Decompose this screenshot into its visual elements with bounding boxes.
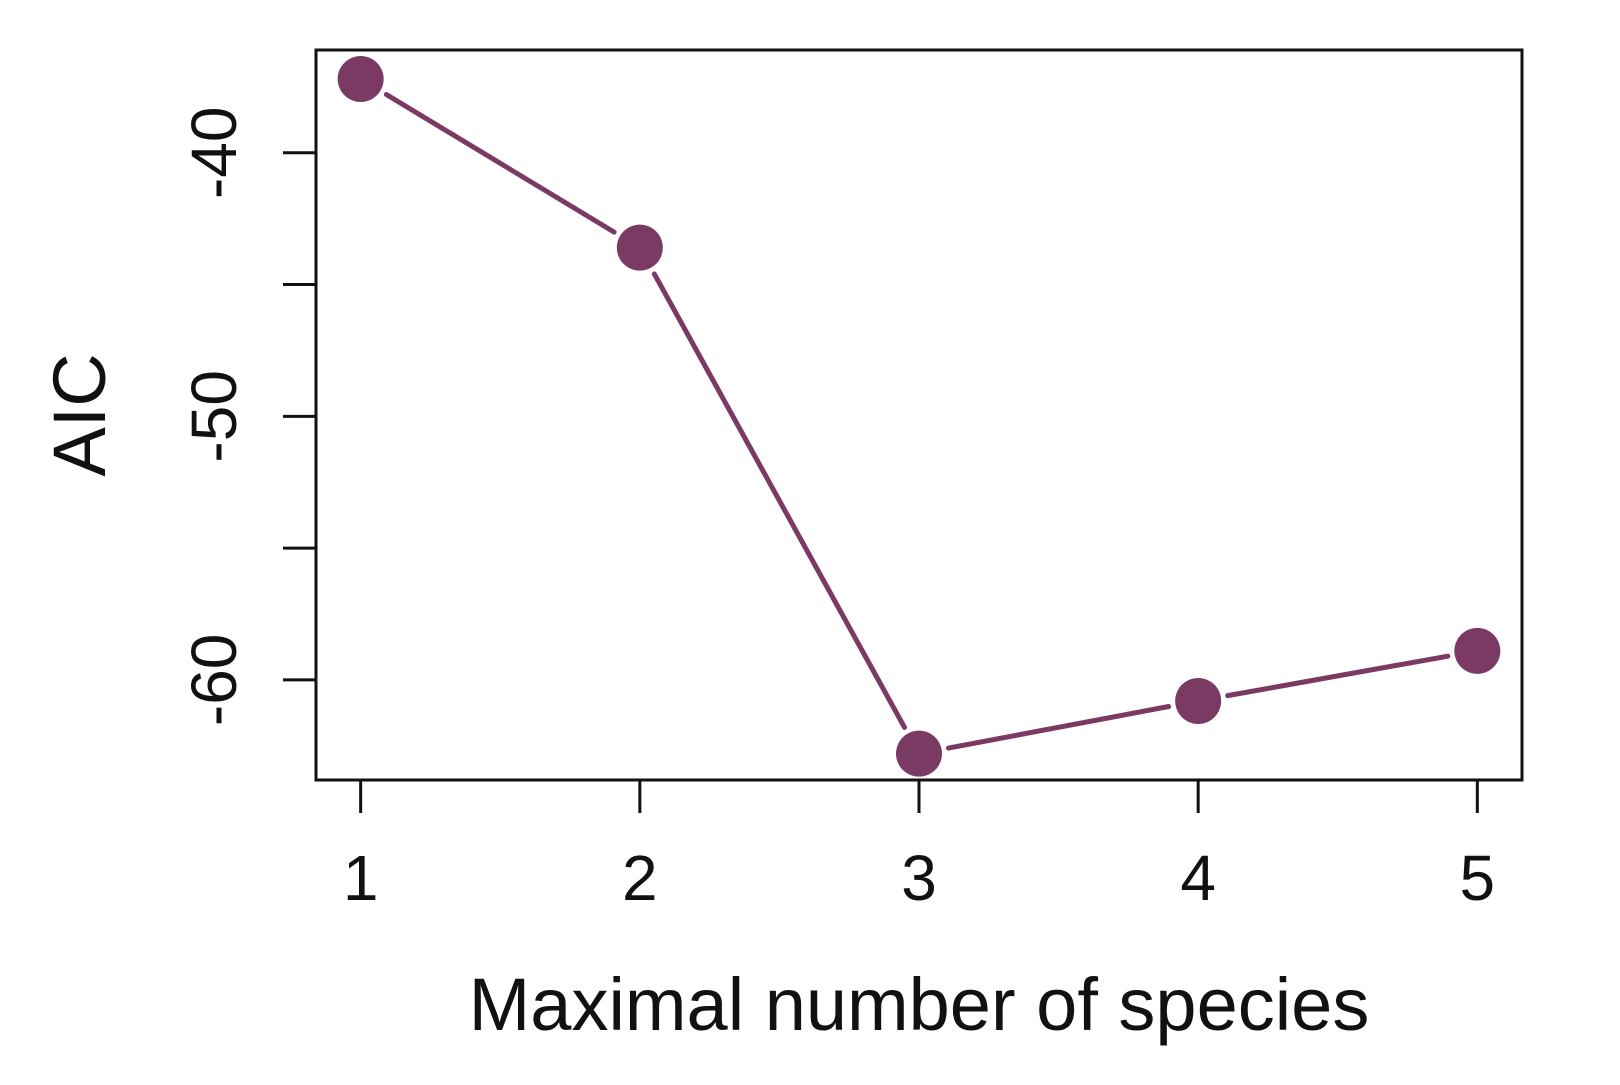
- y-tick-label: -50: [178, 370, 250, 463]
- series-layer: [337, 55, 1501, 777]
- data-point: [1175, 677, 1222, 724]
- data-point: [616, 224, 663, 271]
- x-tick-label: 4: [1180, 842, 1216, 914]
- y-tick-label: -40: [178, 107, 250, 200]
- data-point: [337, 55, 384, 102]
- data-point: [896, 730, 942, 777]
- x-axis-label: Maximal number of species: [469, 963, 1370, 1046]
- data-point: [1454, 627, 1501, 674]
- axis-layer: 1 2 3 4 5 -40 -50 -60: [178, 107, 1495, 914]
- x-tick-label: 3: [901, 842, 937, 914]
- series-segment: [383, 92, 617, 235]
- x-tick-label: 1: [343, 842, 379, 914]
- y-axis-label: AIC: [38, 353, 121, 476]
- y-tick-label: -60: [178, 634, 250, 727]
- series-segment: [945, 704, 1172, 751]
- series-segment: [1225, 653, 1451, 699]
- x-tick-label: 2: [622, 842, 658, 914]
- x-tick-label: 5: [1460, 842, 1496, 914]
- series-segment: [651, 271, 908, 730]
